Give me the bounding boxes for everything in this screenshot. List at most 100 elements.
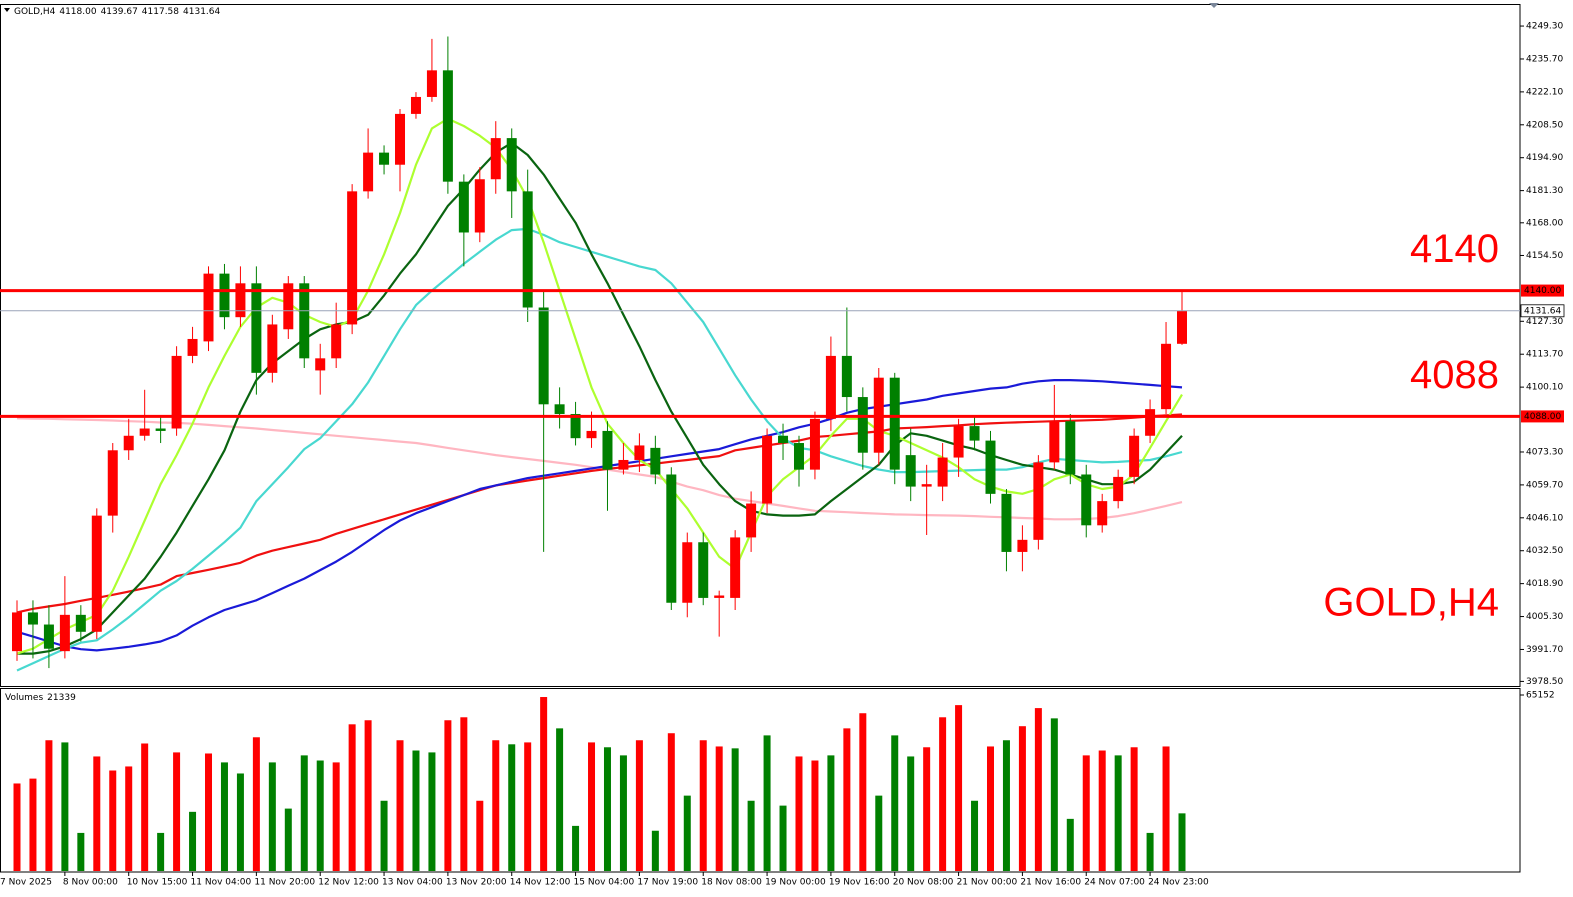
volume-bar (1114, 755, 1122, 871)
x-tick-label: 19 Nov 16:00 (829, 878, 890, 888)
volume-bar (189, 811, 197, 871)
candle-body (746, 503, 757, 538)
candle-body (985, 440, 996, 494)
y-tick-label: 4032.50 (1526, 546, 1563, 556)
y-tick-label: 4113.70 (1526, 350, 1563, 360)
y-tick-label: 4249.30 (1526, 22, 1563, 32)
candle-body (1097, 501, 1108, 526)
volume-bar (1162, 746, 1170, 871)
candle-body (1113, 476, 1124, 502)
level-label-box (1521, 284, 1564, 297)
x-tick-label: 24 Nov 07:00 (1084, 878, 1145, 888)
volume-bar (316, 760, 324, 871)
x-tick-label: 17 Nov 19:00 (637, 878, 698, 888)
volume-bar (524, 742, 532, 871)
candle-body (331, 324, 342, 359)
volume-bar (13, 783, 21, 871)
candle-body (953, 426, 964, 458)
candle-body (554, 404, 565, 414)
y-tick-label: 4222.10 (1526, 87, 1563, 97)
volume-bar (572, 825, 580, 871)
y-tick-label: 4168.00 (1526, 218, 1563, 228)
candle-body (283, 283, 294, 330)
header-value: 4117.58 (142, 7, 179, 17)
x-tick-label: 7 Nov 2025 (0, 878, 52, 888)
volume-bar (332, 762, 340, 871)
level-annotation: 4088 (1410, 353, 1499, 397)
x-tick-label: 14 Nov 12:00 (510, 878, 571, 888)
volume-bar (236, 773, 244, 871)
volume-bar (907, 756, 915, 871)
y-tick-label: 4127.30 (1526, 317, 1563, 327)
current-price-label: 4131.64 (1524, 306, 1561, 316)
volume-bar (1130, 747, 1138, 871)
y-tick-label: 4073.30 (1526, 447, 1563, 457)
volume-bar (412, 750, 420, 871)
x-tick-label: 13 Nov 04:00 (382, 878, 443, 888)
x-tick-label: 20 Nov 08:00 (893, 878, 954, 888)
volume-bar (747, 800, 755, 871)
candle-body (586, 430, 597, 439)
candle-body (570, 413, 581, 439)
candle-body (59, 614, 70, 652)
candle-body (395, 113, 406, 165)
volume-bar (731, 748, 739, 871)
candle-body (347, 191, 358, 325)
candle-body (698, 542, 709, 598)
level-label-box (1521, 410, 1564, 423)
x-tick-label: 11 Nov 20:00 (254, 878, 315, 888)
volume-bar (891, 735, 899, 871)
candle-body (921, 484, 932, 487)
volume-bar (986, 746, 994, 871)
candle-body (538, 307, 549, 405)
volume-bar (220, 762, 228, 871)
volume-bar (588, 742, 596, 871)
volume-last-value: 21339 (47, 693, 76, 703)
volume-bar (284, 808, 292, 871)
volume-bar (300, 755, 308, 871)
volume-bar (667, 733, 675, 871)
volume-bar (428, 752, 436, 871)
header-marker (4, 8, 10, 12)
volume-bar (141, 743, 149, 871)
volume-bar (61, 742, 69, 871)
candle-body (315, 358, 326, 371)
x-tick-label: 18 Nov 08:00 (701, 878, 762, 888)
x-tick-label: 11 Nov 04:00 (191, 878, 252, 888)
candle-body (123, 435, 134, 451)
x-tick-label: 15 Nov 04:00 (574, 878, 635, 888)
current-price-box (1520, 304, 1565, 318)
candle-body (171, 355, 182, 429)
candle-body (410, 96, 421, 114)
x-tick-label: 21 Nov 00:00 (957, 878, 1018, 888)
candle-body (506, 138, 517, 192)
volume-bar (779, 805, 787, 871)
volume-tick-label: 65152 (1526, 690, 1555, 700)
volume-bar (795, 756, 803, 871)
candle-body (1177, 310, 1187, 344)
y-tick-label: 4046.10 (1526, 513, 1563, 523)
candle-body (267, 324, 278, 373)
candle-body (91, 515, 102, 632)
x-tick-label: 21 Nov 16:00 (1020, 878, 1081, 888)
shift-marker (1209, 3, 1219, 8)
volume-bar (556, 728, 564, 871)
volume-bar (763, 735, 771, 871)
volume-bar (492, 740, 500, 871)
candle-body (27, 612, 38, 625)
x-tick-label: 8 Nov 00:00 (63, 878, 118, 888)
volume-bar (603, 747, 611, 871)
header-symbol: GOLD,H4 (14, 7, 56, 17)
candle-body (841, 355, 852, 398)
candle-body (1161, 343, 1172, 410)
candle-body (618, 459, 629, 470)
y-tick-label: 4235.70 (1526, 54, 1563, 64)
moving-average-line (16, 417, 1183, 521)
volume-panel-frame (0, 688, 1521, 873)
candle-body (969, 426, 980, 441)
candle-body (1049, 421, 1060, 463)
candle-body (379, 152, 390, 165)
volume-bar (93, 756, 101, 871)
candle-body (682, 542, 693, 603)
